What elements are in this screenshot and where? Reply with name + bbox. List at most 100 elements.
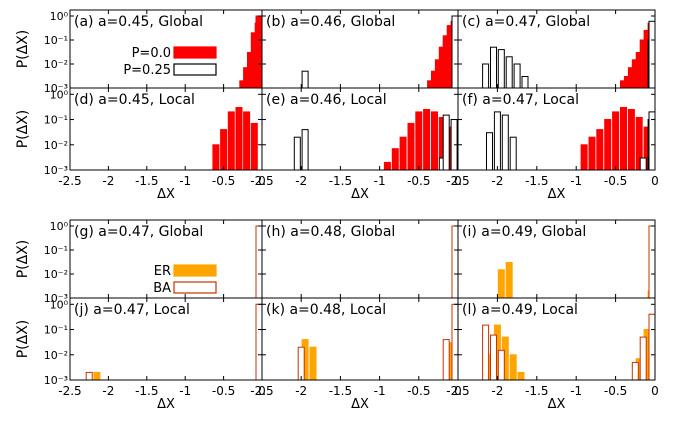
xtick-label-f-5: 0 bbox=[651, 174, 659, 188]
bar-c-s1-3 bbox=[505, 56, 513, 89]
panel-l: (l) a=0.49, Local -2.5 -2 -1.5 -1 -0.5 0 bbox=[446, 297, 659, 398]
bar-c-s1-5 bbox=[521, 76, 529, 89]
x-axis-label-0-1: ΔX bbox=[351, 187, 369, 202]
bar-c-s1-4 bbox=[513, 63, 521, 89]
ytick-label-d-3: 10⁻³ bbox=[44, 164, 68, 177]
ytick-label-j-0: 10⁰ bbox=[50, 298, 69, 311]
xtick-label-k-5: 0 bbox=[454, 384, 462, 398]
panel-title-l: (l) a=0.49, Local bbox=[462, 302, 578, 318]
bar-e-s1-3 bbox=[442, 114, 450, 171]
xtick-label-k-4: -0.5 bbox=[407, 384, 430, 398]
panel-title-a: (a) a=0.45, Global bbox=[74, 14, 203, 30]
bar-d-s0-2 bbox=[227, 111, 235, 171]
bar-d-s0-5 bbox=[250, 122, 258, 171]
legend-swatch-0-1 bbox=[173, 63, 217, 76]
bar-d-s0-0 bbox=[212, 144, 220, 171]
ytick-label-g-1: 10⁻¹ bbox=[44, 244, 68, 257]
bar-j-s1-1 bbox=[255, 303, 263, 381]
bar-l-s0-3 bbox=[509, 354, 517, 381]
panel-g: (g) a=0.47, Global 10⁰ 10⁻¹ 10⁻² 10⁻³ bbox=[44, 219, 263, 305]
legend-swatch-1-1 bbox=[173, 281, 217, 294]
ytick-label-a-2: 10⁻² bbox=[44, 58, 68, 71]
xtick-label-f-2: -1.5 bbox=[525, 174, 548, 188]
panel-d: (d) a=0.45, Local 10⁰ 10⁻¹ 10⁻² 10⁻³-2.5 -2 -1… bbox=[44, 87, 266, 188]
ytick-label-a-3: 10⁻³ bbox=[44, 82, 68, 95]
xtick-label-e-3: -1 bbox=[374, 174, 386, 188]
bar-i-s0-0 bbox=[497, 269, 505, 299]
xtick-label-j-4: -0.5 bbox=[212, 384, 235, 398]
x-axis-label-1-0: ΔX bbox=[157, 397, 175, 412]
bar-f-s0-1 bbox=[588, 136, 596, 171]
legend-swatch-1-0 bbox=[173, 264, 217, 277]
panel-f: (f) a=0.47, Local -2.5 -2 -1.5 -1 -0.5 0 bbox=[446, 87, 659, 188]
xtick-label-e-5: 0 bbox=[454, 174, 462, 188]
panel-title-h: (h) a=0.48, Global bbox=[266, 224, 395, 240]
panel-title-i: (i) a=0.49, Global bbox=[462, 224, 586, 240]
bar-f-s1-6 bbox=[648, 111, 656, 171]
panel-i: (i) a=0.49, Global bbox=[457, 219, 656, 299]
bar-c-s1-0 bbox=[482, 63, 490, 89]
xtick-label-d-2: -1.5 bbox=[135, 174, 158, 188]
panel-title-k: (k) a=0.48, Local bbox=[266, 302, 386, 318]
x-axis-label-0-2: ΔX bbox=[548, 187, 566, 202]
bar-k-s1-1 bbox=[442, 339, 450, 381]
bar-i-s1-0 bbox=[648, 225, 656, 299]
x-axis-label-1-1: ΔX bbox=[351, 397, 369, 412]
ytick-label-g-0: 10⁰ bbox=[50, 220, 69, 233]
bar-e-s0-6 bbox=[431, 111, 438, 171]
bar-l-s1-1 bbox=[490, 334, 497, 381]
bar-l-s0-4 bbox=[517, 371, 525, 381]
y-axis-label-1-1: P(ΔX) bbox=[15, 320, 31, 359]
ytick-label-g-3: 10⁻³ bbox=[44, 292, 68, 305]
bar-f-s1-2 bbox=[501, 114, 509, 171]
bar-e-s0-3 bbox=[407, 122, 415, 171]
y-axis-label-0-0: P(ΔX) bbox=[15, 30, 31, 69]
bar-f-s0-0 bbox=[580, 144, 588, 171]
bar-c-s1-7 bbox=[648, 20, 656, 89]
xtick-label-f-1: -2 bbox=[491, 174, 503, 188]
panel-b: (b) a=0.46, Global bbox=[261, 9, 459, 89]
bar-k-s1-0 bbox=[297, 346, 305, 381]
bar-f-s0-6 bbox=[627, 109, 635, 171]
bar-i-s0-1 bbox=[505, 262, 513, 299]
legend-label-0-1: P=0.25 bbox=[123, 63, 171, 78]
ytick-label-d-2: 10⁻² bbox=[44, 139, 68, 152]
bar-d-s0-1 bbox=[220, 129, 228, 171]
bar-f-s0-4 bbox=[612, 111, 620, 171]
bar-l-s1-4 bbox=[639, 336, 647, 381]
legend-0: P=0.0 P=0.25 bbox=[123, 46, 217, 78]
bar-k-s1-2 bbox=[451, 303, 459, 381]
bar-d-s0-3 bbox=[235, 107, 243, 171]
xtick-label-d-3: -1 bbox=[179, 174, 191, 188]
bar-e-s0-4 bbox=[415, 111, 423, 171]
legend-label-0-0: P=0.0 bbox=[132, 46, 171, 61]
bar-f-s0-5 bbox=[620, 107, 627, 171]
ytick-label-a-0: 10⁰ bbox=[50, 10, 69, 23]
xtick-label-j-1: -2 bbox=[102, 384, 114, 398]
xtick-label-k-1: -2 bbox=[295, 384, 307, 398]
bar-j-s0-0 bbox=[93, 371, 101, 381]
ytick-label-j-3: 10⁻³ bbox=[44, 374, 68, 387]
bar-c-s1-2 bbox=[497, 49, 505, 89]
bar-f-s0-2 bbox=[596, 129, 604, 171]
panel-e: (e) a=0.46, Local -2.5 -2 -1.5 -1 -0.5 0 bbox=[250, 87, 462, 188]
xtick-label-l-0: -2.5 bbox=[446, 384, 469, 398]
x-axis-label-0-0: ΔX bbox=[157, 187, 175, 202]
bar-f-s1-3 bbox=[509, 136, 517, 171]
xtick-label-l-3: -1 bbox=[570, 384, 582, 398]
xtick-label-l-1: -2 bbox=[491, 384, 503, 398]
panel-title-e: (e) a=0.46, Local bbox=[266, 92, 387, 108]
xtick-label-e-0: -2.5 bbox=[250, 174, 273, 188]
bar-f-s1-1 bbox=[493, 111, 501, 171]
panel-c: (c) a=0.47, Global bbox=[457, 9, 656, 89]
y-axis-label-0-1: P(ΔX) bbox=[15, 110, 31, 149]
bar-f-s0-3 bbox=[604, 119, 612, 171]
xtick-label-f-4: -0.5 bbox=[604, 174, 627, 188]
bar-j-s1-0 bbox=[85, 371, 93, 381]
panel-title-j: (j) a=0.47, Local bbox=[74, 302, 190, 318]
xtick-label-f-0: -2.5 bbox=[446, 174, 469, 188]
xtick-label-k-0: -2.5 bbox=[250, 384, 273, 398]
xtick-label-j-3: -1 bbox=[179, 384, 191, 398]
xtick-label-d-0: -2.5 bbox=[58, 174, 81, 188]
